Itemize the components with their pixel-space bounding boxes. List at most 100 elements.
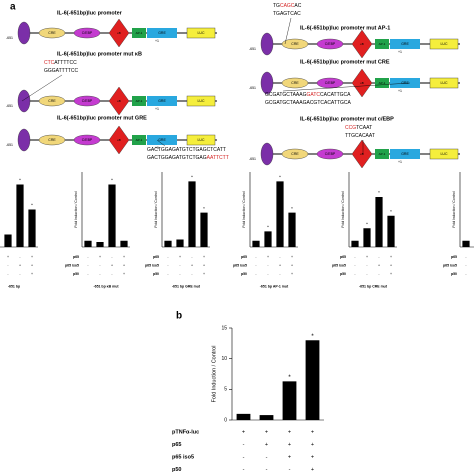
element [186, 95, 216, 107]
sign: - [111, 255, 113, 259]
sequence-part: ATTTTCC [54, 60, 77, 66]
connector [284, 17, 292, 45]
element [429, 77, 459, 89]
element [351, 68, 373, 98]
sign: - [191, 255, 193, 259]
sign: - [378, 255, 380, 259]
bar [288, 212, 296, 247]
bar [236, 413, 251, 420]
element [429, 38, 459, 50]
element [147, 96, 177, 106]
element-label: CRE [48, 138, 56, 142]
bar [363, 228, 371, 247]
sign: - [167, 255, 169, 259]
row-label: p50 [340, 272, 346, 276]
y-axis-label: Fold Induction / Control [452, 191, 456, 227]
significance: * [378, 190, 380, 195]
element [316, 38, 344, 50]
sign: - [7, 272, 9, 276]
bar [96, 242, 104, 247]
panel-label: b [176, 311, 182, 322]
diagram-title: IL-6(-651bp)luc promoter mut CRE [300, 59, 390, 65]
row-label: p65 iso5 [172, 454, 194, 460]
y-tick-label: 0 [224, 417, 227, 423]
row-label: p65 iso5 [443, 263, 457, 267]
element-label: κB [117, 31, 121, 35]
sequence-part: GACTGGAGATGTCTGAG [147, 155, 207, 161]
sign: - [366, 272, 368, 276]
sequence: GGGATTTTCC [44, 68, 78, 74]
element [281, 148, 309, 160]
sign: + [378, 263, 380, 267]
sequence-part: GGGATTTTCC [44, 68, 78, 74]
end-label: +1 [155, 146, 159, 150]
row-label: p50 [153, 272, 159, 276]
element [186, 134, 216, 146]
sequence-part: AC [294, 3, 301, 9]
sequence-part: AATTCTT [207, 155, 229, 161]
sign: + [179, 255, 181, 259]
connector [282, 82, 411, 92]
element-label: AP-1 [136, 138, 143, 142]
bar [259, 415, 274, 420]
sequence: GCGATGCTAAAGACGTCACATTGCA [265, 100, 352, 106]
sign: + [7, 255, 9, 259]
element-label: CRE [291, 81, 299, 85]
element [375, 39, 389, 49]
bar [200, 212, 208, 247]
sign: - [289, 467, 291, 473]
sign: + [265, 429, 268, 435]
significance: * [19, 178, 21, 183]
sign: - [7, 263, 9, 267]
bar [120, 240, 128, 247]
y-axis-label: Fold Induction / Control [154, 191, 158, 227]
x-axis-label: -651 bp [8, 284, 20, 288]
sign: - [99, 263, 101, 267]
y-tick-label: 5 [224, 387, 227, 393]
element-label: GRE [401, 42, 409, 46]
significance: * [288, 374, 291, 381]
element [108, 125, 130, 155]
element [73, 27, 101, 39]
element [260, 71, 274, 95]
sequence: TGAGTCAC [273, 11, 301, 17]
bar [84, 240, 92, 247]
sign: - [167, 263, 169, 267]
bar [16, 184, 24, 247]
element [147, 28, 177, 38]
sign: - [266, 454, 268, 460]
sign: - [255, 263, 257, 267]
sign: + [123, 255, 125, 259]
sign: + [390, 272, 392, 276]
sign: - [267, 263, 269, 267]
element [260, 142, 274, 166]
bar [188, 181, 196, 247]
bar [176, 239, 184, 247]
end-label: -651 [249, 86, 256, 90]
end-label: -651 [6, 36, 13, 40]
sign: - [354, 255, 356, 259]
row-label: p65 iso5 [233, 263, 247, 267]
element-label: AP-1 [379, 152, 386, 156]
sign: + [366, 255, 368, 259]
sign: + [242, 429, 245, 435]
diagram-title: IL-6(-651bp)luc promoter mut AP-1 [300, 25, 390, 31]
element [390, 39, 420, 49]
sign: - [19, 272, 21, 276]
element-label: C/EBP [325, 152, 336, 156]
sign: - [255, 255, 257, 259]
bar [351, 240, 359, 247]
significance: * [390, 209, 392, 214]
element [108, 18, 130, 48]
x-axis-label: -651 bp κB mut [93, 284, 119, 288]
sequence: GCGATGCTAAAGGATCCACATTGCA [265, 92, 351, 98]
element-label: LUC [197, 99, 204, 103]
bar [264, 231, 272, 247]
row-label: p65 [340, 255, 346, 259]
end-label: -651 [249, 47, 256, 51]
sign: + [19, 263, 21, 267]
sign: + [279, 263, 281, 267]
element-label: AP-1 [379, 42, 386, 46]
diagram-title: IL-6(-651bp)luc promoter mut κB [57, 51, 142, 57]
diagram-title: IL-6(-651bp)luc promoter mut c/EBP [300, 116, 394, 122]
